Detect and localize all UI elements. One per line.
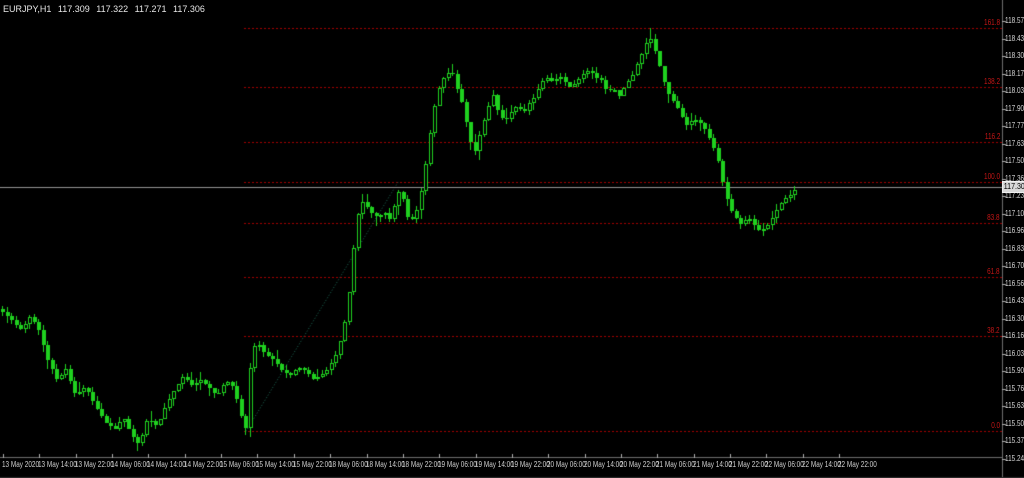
symbol-period-label: EURJPY,H1 (3, 4, 52, 14)
high-value: 117.322 (96, 4, 129, 14)
ohlc-header: EURJPY,H1 117.309 117.322 117.271 117.30… (3, 4, 209, 14)
close-value: 117.306 (173, 4, 205, 14)
open-value: 117.309 (57, 4, 90, 14)
low-value: 117.271 (134, 4, 167, 14)
